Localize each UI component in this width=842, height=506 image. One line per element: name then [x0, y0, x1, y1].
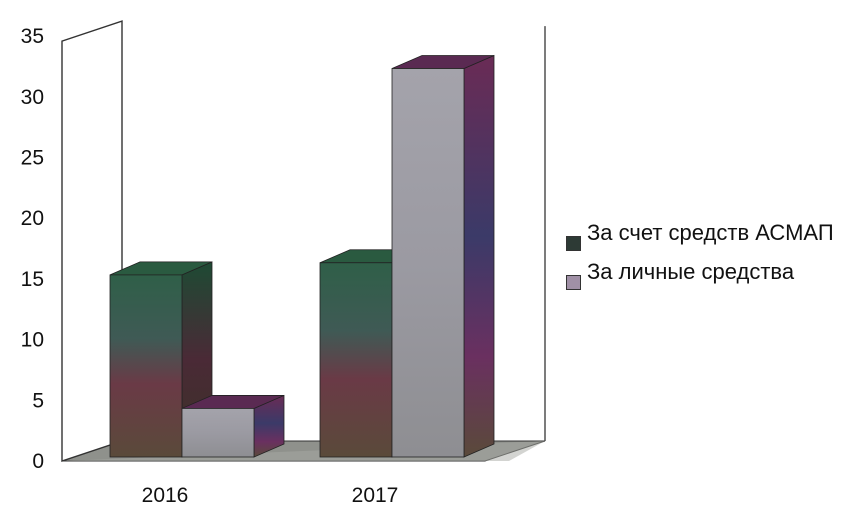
bar-front — [319, 262, 393, 458]
y-tick-label-35: 35 — [21, 25, 44, 48]
y-tick-label-0: 0 — [32, 450, 44, 473]
legend-swatch-series-1 — [566, 236, 581, 251]
y-tick-label-10: 10 — [21, 329, 44, 352]
x-tick-label-2016: 2016 — [142, 484, 189, 506]
chart-left-wall — [61, 20, 123, 462]
legend-swatch-series-2 — [566, 275, 581, 290]
x-axis-labels: 2016 2017 — [142, 484, 399, 506]
y-tick-label-15: 15 — [21, 268, 44, 291]
bar-front — [181, 408, 255, 458]
y-axis-ticks: 0 5 10 15 20 25 30 35 — [21, 25, 44, 473]
bars — [109, 54, 495, 458]
bar-side — [463, 54, 495, 458]
legend-item-series-1: За счет средств АСМАП — [566, 222, 836, 251]
legend-label-series-2: За личные средства — [587, 259, 795, 284]
bar-2-2017 — [391, 54, 495, 458]
bar-front — [391, 68, 465, 458]
legend: За счет средств АСМАП За личные средства — [566, 222, 836, 300]
y-tick-label-25: 25 — [21, 147, 44, 170]
y-tick-label-20: 20 — [21, 207, 44, 230]
legend-item-series-2: За личные средства — [566, 261, 836, 290]
x-tick-label-2017: 2017 — [352, 484, 399, 506]
y-tick-label-5: 5 — [32, 389, 44, 412]
bar-1-2016 — [109, 261, 213, 458]
y-tick-label-30: 30 — [21, 86, 44, 109]
legend-label-series-1: За счет средств АСМАП — [587, 220, 834, 245]
bar-front — [109, 274, 183, 458]
bar-2-2016 — [181, 394, 285, 458]
